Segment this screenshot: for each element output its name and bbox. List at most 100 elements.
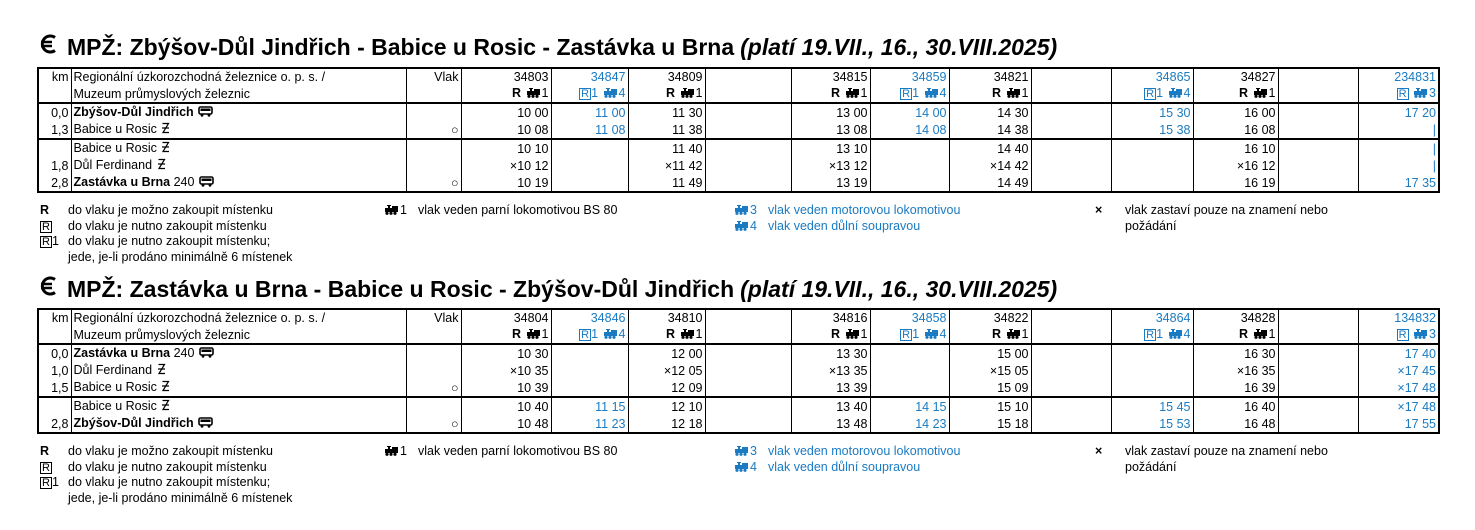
loco-icon [1413,86,1428,101]
loco-number: 1 [541,86,549,100]
departure-time: 15 53 [1110,415,1193,433]
station-suffix: 240 [173,175,195,189]
legend-key: × [1095,203,1102,219]
departure-time: 13 00 [790,103,870,121]
empty-cell [405,138,461,157]
train-category: R 1 [1192,85,1278,104]
train-category: R 1 [1192,326,1278,345]
station-name: Zastávka u Brna [73,346,171,360]
departure-time: 14 49 [948,174,1031,192]
operator-line: Muzeum průmyslových železnic [70,326,406,345]
empty-cell [1030,309,1111,326]
loco-number: 3 [750,444,757,458]
empty-cell [1030,174,1111,192]
departure-time: 11 30 [627,103,705,121]
reservation-sub: 1 [51,234,59,248]
reservation-mark: R [831,327,841,341]
empty-cell [405,344,461,362]
empty-cell [1277,415,1358,433]
departure-time: 15 30 [1110,103,1193,121]
departure-time: 10 10 [460,138,551,157]
loco-number: 1 [400,444,407,458]
train-number: 34822 [948,309,1031,326]
departure-time: 14 23 [869,415,949,433]
empty-cell [405,157,461,174]
departure-time: 15 18 [948,415,1031,433]
station-suffix: 240 [173,346,195,360]
departure-time: 10 39 [460,379,551,397]
train-number: 34821 [948,68,1031,85]
loco-number: 4 [1183,86,1191,100]
empty-cell [869,344,949,362]
station-name-cell: Babice u Rosic [70,379,406,397]
empty-cell [704,379,791,397]
departure-time: 10 19 [460,174,551,192]
empty-cell [1110,174,1193,192]
legend-text: jede, je-li prodáno minimálně 6 místenek [68,490,293,505]
timetable-title: MPŽ: Zastávka u Brna - Babice u Rosic - … [37,275,1057,303]
departure-time: ×15 05 [948,362,1031,379]
loco-number: 4 [750,459,757,474]
station-name-cell: Zastávka u Brna 240 [70,344,406,362]
operator-line: Muzeum průmyslových železnic [70,85,406,104]
empty-cell [550,344,628,362]
loco-icon [924,327,939,342]
loco-icon [1006,327,1021,342]
empty-cell [1110,344,1193,362]
reservation-mark: R [40,477,52,489]
stop-icon [161,141,170,157]
empty-cell [1030,362,1111,379]
departure-time: 11 08 [550,121,628,139]
departure-time: 16 00 [1192,103,1278,121]
station-row: Babice u Rosic 10 40 11 15 12 10 13 40 14 15… [37,396,1439,415]
departure-time: 13 40 [790,396,870,415]
title-main: MPŽ: Zastávka u Brna - Babice u Rosic - … [67,275,735,302]
stop-icon [161,122,170,138]
timetable-body: km Regionální úzkorozchodná železnice o. … [37,309,1439,433]
departure-time: 12 10 [627,396,705,415]
loco-icon [680,327,695,342]
departure-time: ×10 12 [460,157,551,174]
departure-time: 11 38 [627,121,705,139]
station-row: 1,5 Babice u Rosic ○ 10 39 12 09 13 39 15 09 1… [37,379,1439,397]
empty-cell [1277,85,1358,104]
loco-icon [526,327,541,342]
station-km: 1,3 [37,121,71,139]
empty-cell [37,85,71,104]
empty-cell [704,396,791,415]
departure-time: 12 18 [627,415,705,433]
station-km: 2,8 [37,174,71,192]
empty-cell [1030,326,1111,345]
legend-key: 1 [383,203,407,220]
empty-cell [1277,362,1358,379]
loco-icon [1253,86,1268,101]
reservation-mark: R [1144,88,1157,100]
header-row: km Regionální úzkorozchodná železnice o. … [37,309,1439,326]
loco-icon [603,86,618,101]
departure-time: 13 48 [790,415,870,433]
empty-cell [1110,379,1193,397]
empty-cell [1030,415,1111,433]
reservation-mark: R [992,327,1002,341]
station-name-cell: Babice u Rosic [70,121,406,139]
station-name: Babice u Rosic [73,122,157,136]
stop-symbol: ○ [405,415,461,433]
header-row: km Regionální úzkorozchodná železnice o. … [37,68,1439,85]
station-name: Babice u Rosic [73,380,157,394]
departure-time: 15 09 [948,379,1031,397]
departure-time: 10 00 [460,103,551,121]
loco-icon [680,86,695,101]
empty-cell [1030,396,1111,415]
departure-time: 14 40 [948,138,1031,157]
empty-cell [704,344,791,362]
bus-icon [198,105,213,121]
departure-time: 10 40 [460,396,551,415]
station-name-cell: Zastávka u Brna 240 [70,174,406,192]
departure-time: 16 30 [1192,344,1278,362]
station-name: Zbýšov-Důl Jindřich [73,105,194,119]
legend-key: 4 [733,219,757,236]
reservation-sub: 1 [912,86,920,100]
station-km: 2,8 [37,415,71,433]
legend-key: 3 [733,203,757,220]
station-name: Důl Ferdinand [73,158,153,172]
